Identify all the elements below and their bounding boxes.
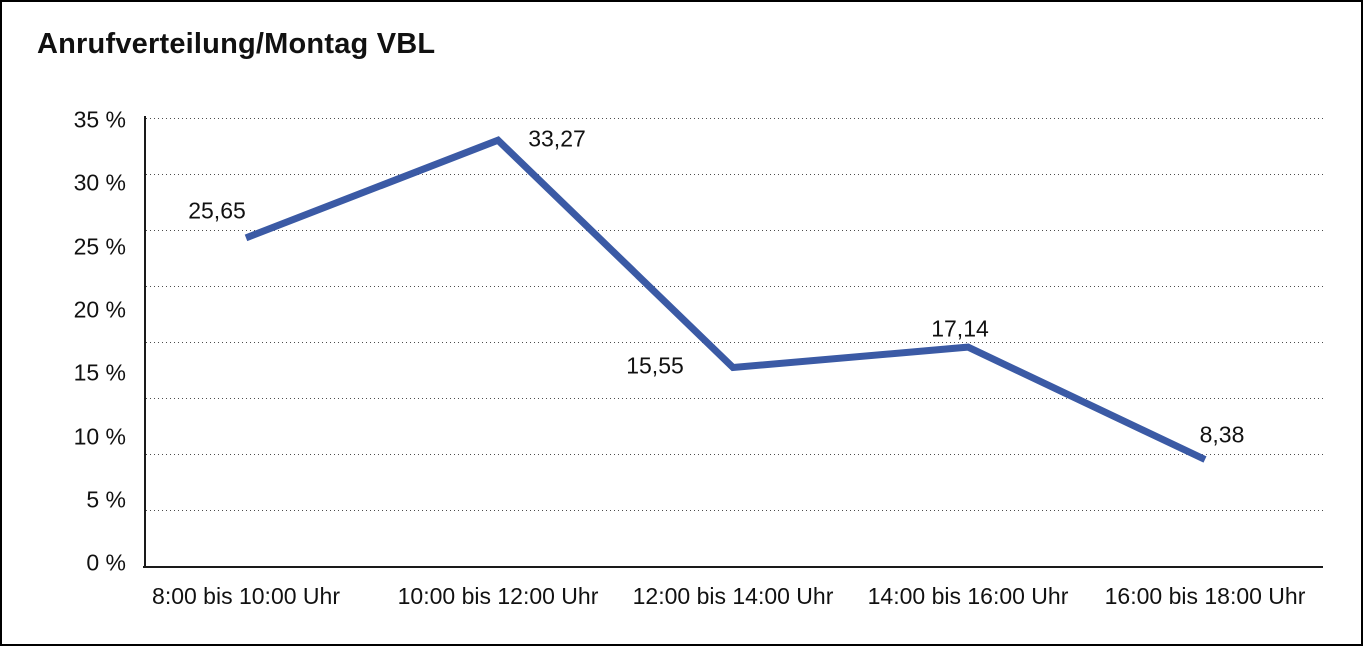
x-axis-line [143,566,1323,568]
y-tick-label: 10 % [73,423,126,450]
data-point-label: 33,27 [528,125,586,152]
x-tick-label: 14:00 bis 16:00 Uhr [867,583,1069,609]
chart-title: Anrufverteilung/Montag VBL [37,28,436,60]
x-tick-label: 16:00 bis 18:00 Uhr [1104,583,1306,609]
y-tick-label: 35 % [73,106,126,133]
gridline [146,342,1323,343]
gridline [146,454,1323,455]
gridline [146,510,1323,511]
gridline [146,118,1323,119]
data-point-label: 8,38 [1199,421,1245,448]
y-tick-label: 25 % [73,233,126,260]
y-tick-label: 5 % [86,486,126,513]
gridline [146,230,1323,231]
gridline [146,286,1323,287]
x-tick-label: 12:00 bis 14:00 Uhr [632,583,834,609]
y-tick-label: 15 % [73,359,126,386]
data-point-label: 17,14 [931,315,989,342]
x-tick-label: 10:00 bis 12:00 Uhr [397,583,599,609]
gridline [146,398,1323,399]
gridline [146,174,1323,175]
data-point-label: 15,55 [626,352,684,379]
y-tick-label: 0 % [86,549,126,576]
y-axis-line [144,116,146,568]
x-tick-label: 8:00 bis 10:00 Uhr [152,583,340,609]
data-point-label: 25,65 [188,197,246,224]
y-tick-label: 30 % [73,169,126,196]
y-tick-label: 20 % [73,296,126,323]
